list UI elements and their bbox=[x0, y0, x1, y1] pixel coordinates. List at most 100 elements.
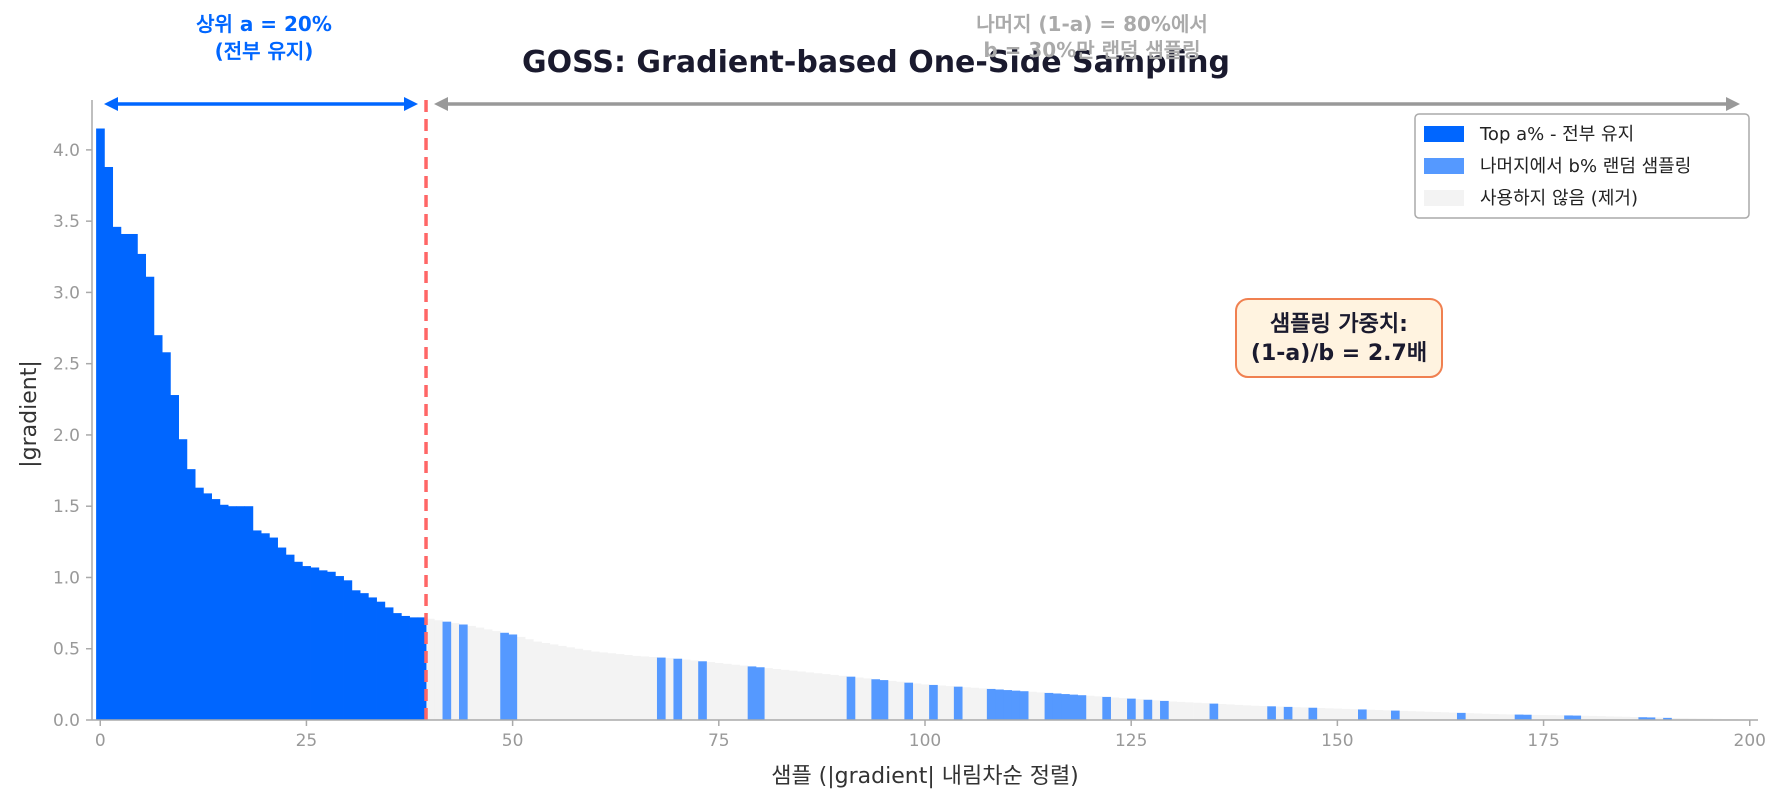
bar-unused-56 bbox=[557, 645, 567, 720]
bar-unused-74 bbox=[706, 662, 716, 720]
bar-sampled-79 bbox=[747, 666, 757, 720]
bar-unused-46 bbox=[475, 627, 485, 720]
bar-unused-163 bbox=[1440, 712, 1450, 720]
bar-sampled-135 bbox=[1209, 703, 1219, 720]
bar-sampled-50 bbox=[508, 634, 518, 720]
bar-unused-99 bbox=[912, 683, 922, 720]
bar-sampled-190 bbox=[1663, 717, 1672, 720]
bar-unused-132 bbox=[1184, 702, 1194, 720]
bar-unused-131 bbox=[1176, 701, 1186, 720]
bar-unused-106 bbox=[970, 687, 980, 720]
bar-unused-100 bbox=[920, 684, 930, 720]
bar-unused-48 bbox=[492, 631, 501, 720]
bar-unused-156 bbox=[1382, 710, 1392, 720]
bar-top-36 bbox=[393, 613, 402, 720]
bar-unused-150 bbox=[1333, 708, 1342, 720]
bar-unused-191 bbox=[1671, 718, 1681, 720]
bar-unused-155 bbox=[1374, 710, 1384, 720]
bar-unused-184 bbox=[1613, 716, 1623, 720]
bar-unused-63 bbox=[615, 654, 625, 720]
bar-top-3 bbox=[120, 233, 130, 721]
x-tick-label-0: 0 bbox=[95, 731, 106, 751]
bar-unused-81 bbox=[764, 668, 773, 720]
bar-sampled-98 bbox=[904, 682, 914, 720]
bar-unused-59 bbox=[582, 650, 592, 720]
x-tick-label-75: 75 bbox=[708, 731, 730, 751]
bar-unused-97 bbox=[896, 681, 905, 720]
bar-unused-83 bbox=[780, 669, 790, 720]
bar-top-37 bbox=[401, 615, 410, 720]
bar-unused-113 bbox=[1028, 691, 1037, 720]
bar-top-11 bbox=[186, 469, 196, 720]
bar-unused-174 bbox=[1531, 714, 1540, 720]
bar-unused-72 bbox=[689, 660, 699, 720]
legend-label-top: Top a% - 전부 유지 bbox=[1479, 124, 1634, 145]
bar-unused-54 bbox=[541, 643, 551, 720]
bar-top-17 bbox=[236, 506, 245, 720]
bar-sampled-144 bbox=[1283, 706, 1293, 720]
bar-unused-152 bbox=[1349, 709, 1359, 720]
bar-unused-67 bbox=[648, 657, 658, 720]
top-range-arrow bbox=[104, 97, 418, 111]
bar-sampled-44 bbox=[459, 624, 468, 720]
bar-sampled-112 bbox=[1019, 691, 1029, 720]
bar-unused-126 bbox=[1135, 699, 1144, 720]
bar-unused-58 bbox=[574, 648, 584, 720]
legend-label-sampled: 나머지에서 b% 랜덤 샘플링 bbox=[1480, 156, 1691, 177]
bar-unused-171 bbox=[1506, 714, 1516, 720]
bar-unused-90 bbox=[838, 675, 848, 720]
bar-top-10 bbox=[178, 439, 188, 720]
bar-unused-93 bbox=[863, 678, 872, 720]
bar-top-23 bbox=[285, 554, 295, 720]
chart-title: GOSS: Gradient-based One-Side Sampling bbox=[522, 45, 1230, 80]
weight-box bbox=[1235, 298, 1443, 378]
y-tick-label-3.0: 3.0 bbox=[53, 283, 80, 303]
bar-unused-123 bbox=[1110, 697, 1120, 720]
bar-top-1 bbox=[104, 166, 114, 721]
bar-unused-183 bbox=[1605, 716, 1615, 720]
bar-top-16 bbox=[228, 506, 237, 720]
x-tick-label-150: 150 bbox=[1321, 731, 1353, 751]
legend-swatch-unused bbox=[1424, 190, 1464, 206]
bar-unused-105 bbox=[962, 687, 971, 720]
bar-top-14 bbox=[211, 499, 221, 720]
bar-sampled-94 bbox=[871, 679, 881, 720]
bar-top-31 bbox=[351, 590, 361, 720]
bar-unused-164 bbox=[1448, 712, 1458, 720]
legend: Top a% - 전부 유지 나머지에서 b% 랜덤 샘플링 사용하지 않음 (… bbox=[1414, 113, 1750, 219]
bar-top-33 bbox=[368, 597, 377, 720]
bar-top-27 bbox=[318, 570, 328, 720]
bar-top-25 bbox=[302, 566, 311, 720]
bar-unused-52 bbox=[525, 639, 534, 720]
bar-unused-85 bbox=[797, 671, 806, 720]
bar-top-4 bbox=[129, 233, 138, 721]
bar-unused-133 bbox=[1193, 702, 1202, 720]
y-axis-label: |gradient| bbox=[17, 360, 42, 468]
bar-unused-40 bbox=[426, 618, 435, 720]
bar-sampled-101 bbox=[929, 684, 938, 720]
bar-top-19 bbox=[252, 530, 262, 720]
bar-sampled-95 bbox=[879, 680, 889, 720]
rest-annotation-line1: 나머지 (1-a) = 80%에서 bbox=[976, 12, 1208, 36]
bar-unused-158 bbox=[1399, 710, 1408, 720]
y-tick-label-0.5: 0.5 bbox=[53, 640, 80, 660]
y-tick-label-1.0: 1.0 bbox=[53, 568, 80, 588]
x-tick-label-175: 175 bbox=[1527, 731, 1559, 751]
bar-unused-168 bbox=[1481, 713, 1491, 720]
bar-unused-120 bbox=[1085, 695, 1095, 720]
bar-unused-177 bbox=[1555, 715, 1565, 720]
bar-top-34 bbox=[376, 601, 386, 720]
bar-unused-149 bbox=[1325, 708, 1334, 720]
bar-top-9 bbox=[170, 395, 179, 720]
bar-top-39 bbox=[417, 617, 427, 720]
bar-unused-61 bbox=[599, 652, 608, 720]
bar-unused-175 bbox=[1539, 715, 1549, 720]
rest-annotation-line2: b = 30%만 랜덤 샘플링 bbox=[983, 38, 1200, 62]
bar-sampled-109 bbox=[995, 689, 1004, 720]
legend-box bbox=[1414, 113, 1750, 219]
x-tick-label-25: 25 bbox=[296, 731, 318, 751]
bar-unused-166 bbox=[1465, 713, 1474, 720]
y-tick-label-2.5: 2.5 bbox=[53, 355, 80, 375]
bar-unused-124 bbox=[1118, 698, 1128, 720]
bar-unused-88 bbox=[821, 674, 831, 720]
